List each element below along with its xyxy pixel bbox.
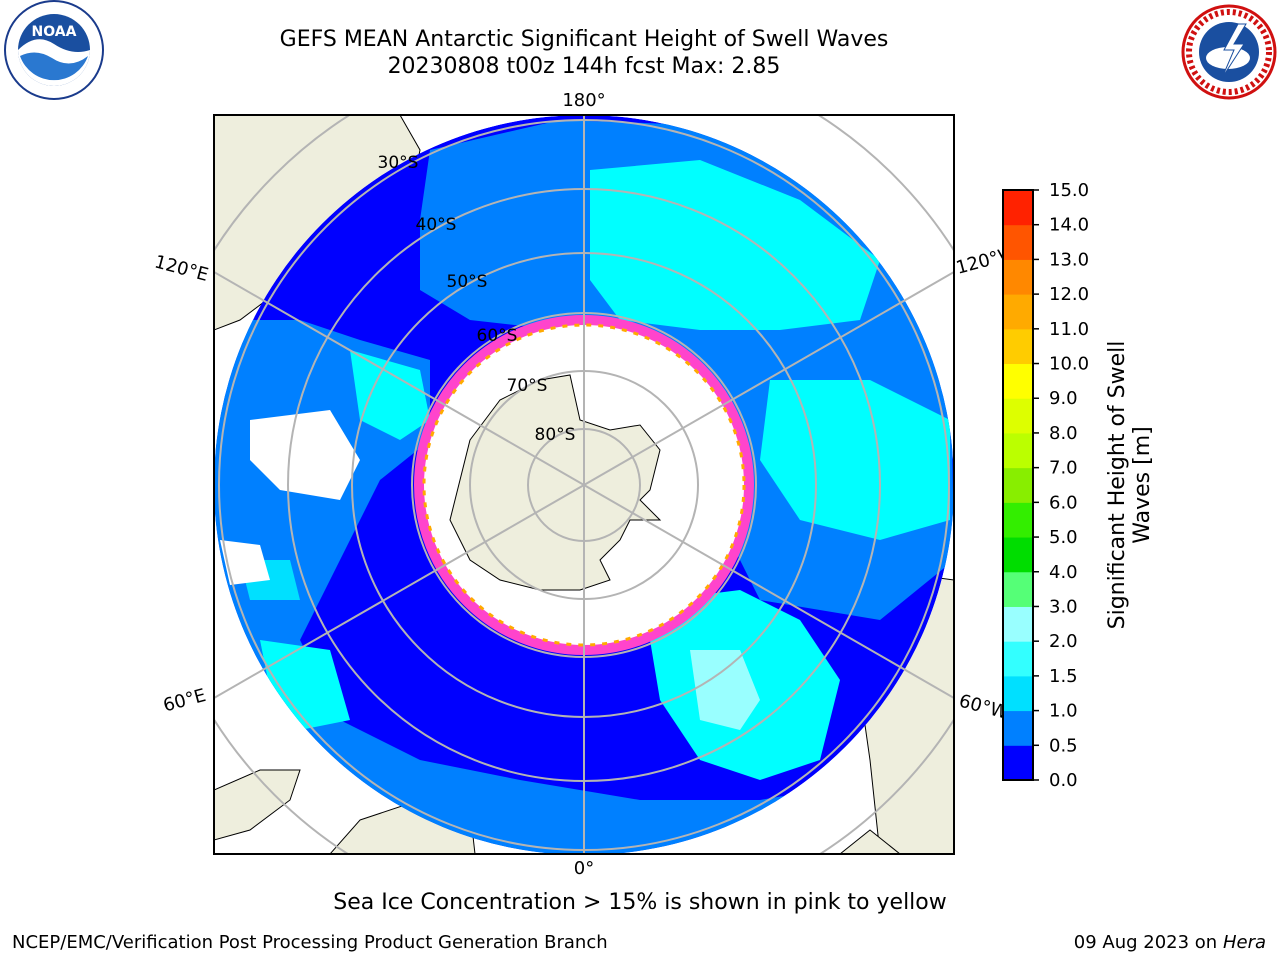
colorbar-segment (1003, 294, 1033, 330)
colorbar-tick-label: 3.0 (1049, 596, 1078, 617)
noaa-logo: NOAA (4, 0, 104, 100)
colorbar-tick-label: 11.0 (1049, 319, 1089, 340)
meridian-label-0: 0° (574, 858, 594, 879)
run-date-text: 09 Aug 2023 on (1073, 932, 1218, 953)
colorbar-segment (1003, 745, 1033, 781)
meridian-label-120e: 120°E (152, 251, 210, 285)
map-frame (213, 114, 955, 855)
colorbar-title-line1: Significant Height of Swell (1105, 340, 1130, 630)
parallel-label-60s: 60°S (477, 326, 518, 346)
meridian-label-180: 180° (562, 90, 605, 111)
colorbar-tick-label: 4.0 (1049, 562, 1078, 583)
colorbar-segment (1003, 328, 1033, 365)
colorbar-segment (1003, 502, 1033, 538)
colorbar-segment (1003, 259, 1033, 295)
colorbar-frame (1002, 189, 1034, 781)
parallel-label-50s: 50°S (447, 272, 488, 292)
sea-ice-note: Sea Ice Concentration > 15% is shown in … (333, 890, 947, 915)
parallel-label-80s: 80°S (535, 425, 576, 445)
sea-ice-edge-inner (422, 323, 746, 647)
svg-text:NOAA: NOAA (32, 24, 77, 40)
colorbar-segment (1003, 675, 1033, 712)
parallel-label-30s: 30°S (378, 153, 419, 173)
chart-subtitle: 20230808 t00z 144h fcst Max: 2.85 (387, 54, 781, 79)
colorbar-tick-label: 8.0 (1049, 423, 1078, 444)
machine-name: Hera (1222, 932, 1266, 953)
colorbar-title-line2: Waves [m] (1130, 426, 1155, 544)
run-date: 09 Aug 2023 on Hera (1074, 932, 1266, 953)
colorbar-tick-label: 1.0 (1049, 701, 1078, 722)
colorbar-segment (1003, 467, 1033, 503)
colorbar-tick-label: 12.0 (1049, 284, 1089, 305)
colorbar-tick-label: 13.0 (1049, 249, 1089, 270)
colorbar-tick-label: 1.5 (1049, 666, 1078, 687)
colorbar-tick-label: 6.0 (1049, 492, 1078, 513)
nws-logo (1181, 4, 1277, 100)
colorbar-segment (1003, 606, 1033, 642)
parallel-label-40s: 40°S (416, 215, 457, 235)
colorbar-segment (1003, 571, 1033, 607)
colorbar-tick-label: 0.0 (1049, 770, 1078, 791)
colorbar-tick-label: 14.0 (1049, 215, 1089, 236)
colorbar-segment (1003, 537, 1033, 573)
colorbar-segment (1003, 398, 1033, 434)
colorbar-tick-label: 15.0 (1049, 180, 1089, 201)
chart-title: GEFS MEAN Antarctic Significant Height o… (279, 27, 889, 52)
colorbar-segment (1003, 432, 1033, 469)
colorbar-tick-label: 9.0 (1049, 388, 1078, 409)
colorbar-tick-label: 2.0 (1049, 631, 1078, 652)
colorbar-segment (1003, 641, 1033, 677)
colorbar-segment (1003, 363, 1033, 399)
colorbar-tick-label: 0.5 (1049, 735, 1078, 756)
colorbar-segment (1003, 190, 1033, 226)
credit-text: NCEP/EMC/Verification Post Processing Pr… (12, 932, 608, 953)
colorbar-tick-label: 7.0 (1049, 458, 1078, 479)
meridian-label-60e: 60°E (161, 685, 208, 716)
colorbar: 0.0 0.5 1.0 1.5 2.0 3.0 4.0 5.0 6.0 7.0 8.0 9.0 10.0… (1002, 180, 1089, 791)
colorbar-segment (1003, 224, 1033, 260)
colorbar-segment (1003, 710, 1033, 746)
colorbar-tick-label: 5.0 (1049, 527, 1078, 548)
colorbar-tick-label: 10.0 (1049, 354, 1089, 375)
parallel-label-70s: 70°S (507, 376, 548, 396)
graticule (214, 115, 954, 854)
